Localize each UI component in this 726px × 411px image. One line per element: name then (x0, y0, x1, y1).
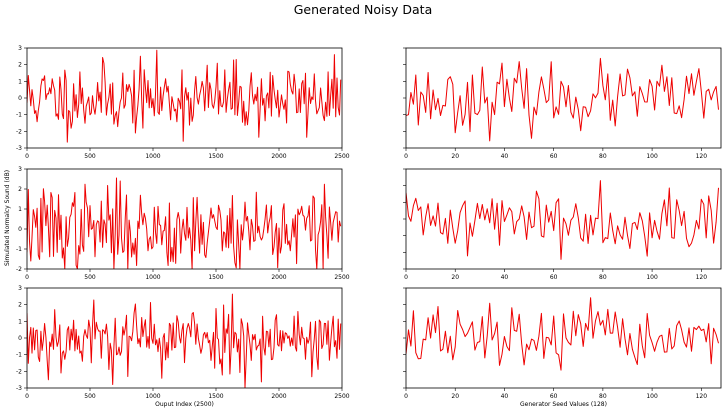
x-tick-label: 120 (696, 393, 708, 400)
x-tick-label: 0 (404, 274, 408, 281)
x-tick-label: 0 (25, 393, 29, 400)
x-tick-label: 1000 (145, 393, 160, 400)
x-tick-label: 500 (84, 393, 96, 400)
x-tick-label: 0 (404, 393, 408, 400)
x-tick-label: 120 (696, 274, 708, 281)
y-tick-label: 2 (18, 62, 22, 69)
x-tick-label: 0 (25, 153, 29, 160)
x-tick-label: 100 (646, 153, 658, 160)
y-tick-label: 2 (18, 186, 22, 193)
x-tick-label: 2000 (271, 153, 286, 160)
x-tick-label: 1000 (145, 274, 160, 281)
x-tick-label: 2500 (334, 153, 349, 160)
x-tick-label: 120 (696, 153, 708, 160)
y-tick-label: 2 (18, 302, 22, 309)
chart-panel-row1-left: 0 500 1000 1500 2000 2500 -3 -2 -1 0 1 2 3 (16, 45, 350, 160)
y-tick-label: -1 (16, 352, 22, 359)
x-tick-label: 0 (404, 153, 408, 160)
x-tick-label: 40 (501, 153, 509, 160)
x-tick-label: 2500 (334, 274, 349, 281)
y-tick-label: 1 (18, 318, 22, 325)
series-line-row3-right (406, 297, 719, 371)
y-tick-label: 3 (18, 166, 22, 173)
y-tick-label: 1 (18, 206, 22, 213)
y-tick-label: 0 (18, 335, 22, 342)
x-tick-label: 2000 (271, 393, 286, 400)
series-line-row3-left (27, 293, 342, 388)
y-tick-label: 1 (18, 78, 22, 85)
x-tick-label: 20 (451, 153, 459, 160)
y-tick-label: -3 (16, 145, 22, 152)
series-line-row1-right (406, 57, 719, 142)
x-tick-label: 80 (599, 274, 607, 281)
chart-panel-row1-right: 0 20 40 60 80 100 120 (403, 47, 722, 160)
x-tick-label: 100 (646, 393, 658, 400)
x-tick-label: 500 (84, 153, 96, 160)
y-tick-label: 3 (18, 45, 22, 52)
series-line-row2-right (406, 180, 719, 260)
x-tick-label: 60 (550, 153, 558, 160)
x-tick-label: 60 (550, 393, 558, 400)
x-tick-label: 100 (646, 274, 658, 281)
figure-title: Generated Noisy Data (294, 2, 433, 17)
chart-panel-row2-left: 0 500 1000 1500 2000 2500 -2 -1 0 1 2 3 (16, 166, 350, 281)
x-axis-label: Ouput Index (2500) (155, 401, 214, 408)
axes-frame-row2-left (26, 168, 343, 270)
x-tick-label: 500 (84, 274, 96, 281)
x-tick-label: 1500 (208, 393, 223, 400)
y-tick-label: -2 (16, 266, 22, 273)
y-tick-label: 0 (18, 226, 22, 233)
series-line-row1-left (27, 49, 342, 143)
y-tick-label: -1 (16, 246, 22, 253)
y-tick-label: 3 (18, 285, 22, 292)
x-tick-label: 1500 (208, 274, 223, 281)
x-tick-label: 40 (501, 274, 509, 281)
x-tick-label: 20 (451, 393, 459, 400)
y-tick-label: -1 (16, 112, 22, 119)
x-tick-label: 80 (599, 393, 607, 400)
x-tick-label: 2000 (271, 274, 286, 281)
chart-panel-row2-right: 0 20 40 60 80 100 120 (403, 168, 722, 281)
x-tick-label: 60 (550, 274, 558, 281)
x-tick-label: 2500 (334, 393, 349, 400)
chart-panel-row3-left: 0 500 1000 1500 2000 2500 -3 -2 -1 0 1 2 3 Ouput Inde… (16, 285, 350, 408)
y-tick-label: -2 (16, 368, 22, 375)
x-tick-label: 40 (501, 393, 509, 400)
x-tick-label: 1000 (145, 153, 160, 160)
axes-frame-row3-right (405, 287, 722, 389)
x-tick-label: 0 (25, 274, 29, 281)
x-tick-label: 80 (599, 153, 607, 160)
y-tick-label: 0 (18, 95, 22, 102)
chart-panel-row3-right: 0 20 40 60 80 100 120 Generator Seed Values (12… (403, 287, 722, 408)
y-tick-label: -3 (16, 385, 22, 392)
shared-y-axis-label: Simulated Normalcy Sound (dB) (4, 170, 11, 266)
x-tick-label: 20 (451, 274, 459, 281)
x-tick-label: 1500 (208, 153, 223, 160)
y-tick-label: -2 (16, 128, 22, 135)
series-line-row2-left (27, 177, 342, 269)
x-axis-label: Generator Seed Values (128) (520, 401, 607, 408)
